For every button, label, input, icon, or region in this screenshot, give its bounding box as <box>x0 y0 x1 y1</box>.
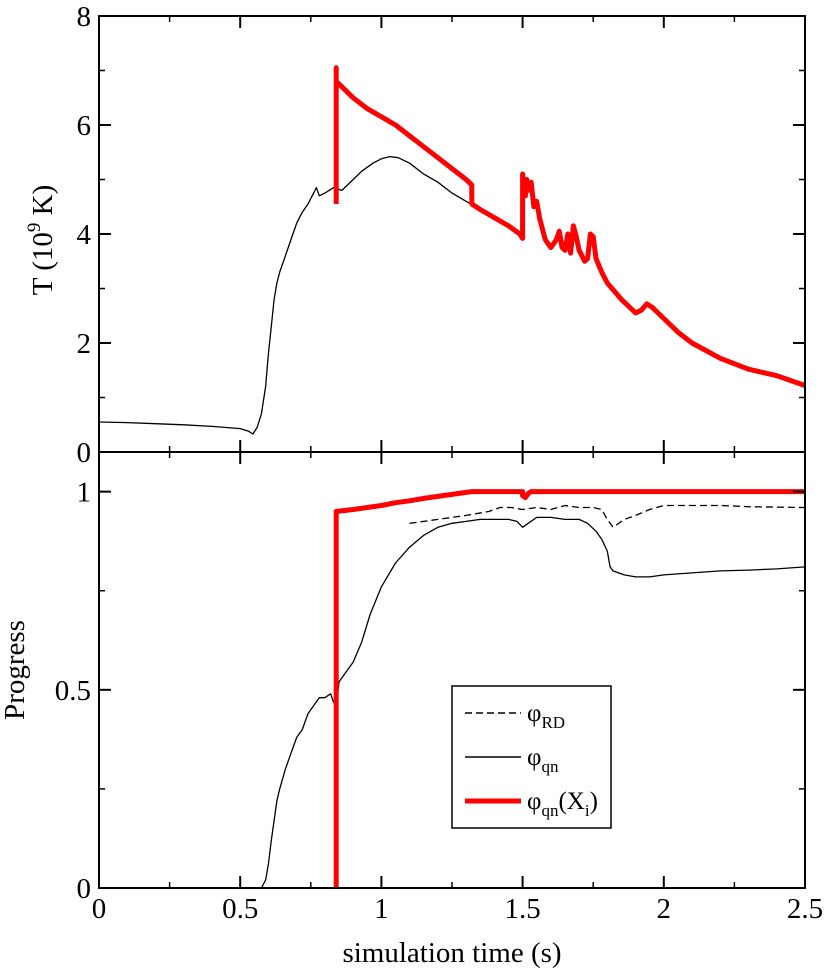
temperature-axis-label-base: T (10 <box>27 232 59 295</box>
time-axis-label: simulation time (s) <box>342 937 561 969</box>
legend-phi-qn-xi-symbol: φ <box>527 788 541 815</box>
legend: φRD φqn φqn(Xi) <box>451 685 612 829</box>
temperature-ytick-label: 6 <box>77 110 92 142</box>
temperature-ytick-label: 4 <box>77 219 92 251</box>
time-xtick-label: 2.5 <box>787 893 823 925</box>
legend-label-phi-rd: φRD <box>527 700 565 732</box>
progress-lines <box>260 489 806 889</box>
temperature-lines <box>98 65 806 435</box>
series-phi-RD <box>409 504 806 528</box>
temperature-axis-label: T (109 K) <box>24 185 59 295</box>
progress-ytick-label: 0.5 <box>55 675 91 707</box>
legend-phi-qn-symbol: φ <box>527 744 541 771</box>
temperature-ytick-labels: 0 2 4 6 8 <box>77 1 92 469</box>
temperature-plot-frame <box>98 15 806 453</box>
legend-phi-rd-symbol: φ <box>527 700 541 727</box>
temperature-panel: 0 2 4 6 8 T (109 K) <box>24 1 806 469</box>
progress-axis-label: Progress <box>0 620 31 720</box>
temperature-ytick-label: 8 <box>77 1 92 33</box>
legend-phi-qn-xi-paren: (X <box>558 788 584 815</box>
legend-label-phi-qn: φqn <box>527 744 559 776</box>
series-T-fine <box>98 155 524 435</box>
time-xtick-labels: 0 0.5 1 1.5 2 2.5 <box>92 893 823 925</box>
temperature-ytick-label: 0 <box>77 437 92 469</box>
time-xtick-label: 1 <box>374 893 389 925</box>
temperature-ticks <box>98 15 806 453</box>
progress-ytick-label: 1 <box>77 477 92 509</box>
time-xtick-label: 1.5 <box>504 893 540 925</box>
legend-phi-qn-xi-close: ) <box>590 788 598 815</box>
time-xtick-label: 2 <box>657 893 672 925</box>
progress-panel: 00.51 0 0.5 1 1.5 2 2.5 Progress simulation t… <box>0 451 823 969</box>
progress-ytick-labels: 00.51 <box>55 477 91 905</box>
legend-phi-qn-subscript: qn <box>541 757 559 776</box>
temperature-ytick-label: 2 <box>77 328 92 360</box>
series-T-NSE <box>333 65 806 388</box>
progress-ytick-label: 0 <box>77 873 92 905</box>
legend-phi-qn-xi-subscript: qn <box>541 801 559 820</box>
time-xtick-label: 0 <box>92 893 107 925</box>
time-xtick-label: 0.5 <box>222 893 258 925</box>
temperature-axis-label-exponent: 9 <box>24 223 45 233</box>
legend-phi-qn-xi-subscript-i: i <box>585 801 590 820</box>
temperature-axis-label-unit: K) <box>27 185 59 223</box>
legend-label-phi-qn-xi: φqn(Xi) <box>527 788 598 820</box>
series-phi-qn-Xi <box>333 489 805 888</box>
legend-phi-rd-subscript: RD <box>541 713 565 732</box>
progress-plot-frame <box>98 451 806 889</box>
series-phi-qn <box>260 516 806 889</box>
